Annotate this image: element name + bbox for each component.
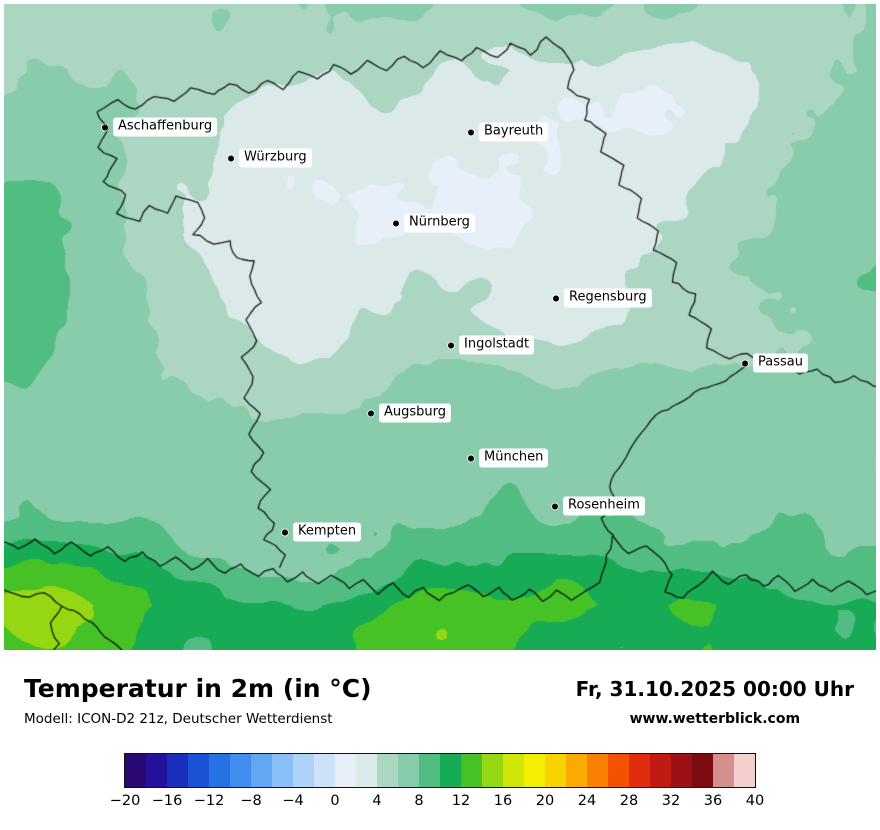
colorbar-tick-label: −4 [282,793,304,809]
colorbar-segment [629,754,650,787]
forecast-datetime: Fr, 31.10.2025 00:00 Uhr [575,677,854,701]
colorbar-segment [419,754,440,787]
colorbar-segment [692,754,713,787]
colorbar-segment [314,754,335,787]
colorbar-segment [251,754,272,787]
colorbar-tick-label: 8 [414,793,424,809]
colorbar-segment [650,754,671,787]
colorbar-gradient [125,754,755,787]
colorbar-segment [461,754,482,787]
footer-right-column: Fr, 31.10.2025 00:00 Uhr www.wetterblick… [576,674,854,727]
colorbar-tick-label: 0 [330,793,340,809]
colorbar-segment [503,754,524,787]
colorbar-segment [608,754,629,787]
model-info: Modell: ICON-D2 21z, Deutscher Wetterdie… [24,711,333,727]
colorbar: −20 −16 −12 −8 −4 0 4 8 12 16 20 24 28 32 36 40 [110,754,765,813]
colorbar-tick-label: 28 [619,793,639,809]
temperature-map: Aschaffenburg Würzburg Bayreuth Nürnberg Reg… [4,4,876,650]
colorbar-tick-label: −16 [151,793,183,809]
colorbar-segment [545,754,566,787]
temperature-field-canvas [4,4,876,650]
colorbar-tick-label: 12 [451,793,471,809]
colorbar-segment [482,754,503,787]
colorbar-segment [356,754,377,787]
colorbar-segment [713,754,734,787]
colorbar-segment [566,754,587,787]
colorbar-segment [293,754,314,787]
colorbar-tick-label: 4 [372,793,382,809]
colorbar-segment [734,754,755,787]
colorbar-tick-label: 16 [493,793,513,809]
website-label: www.wetterblick.com [629,711,801,727]
colorbar-segment [671,754,692,787]
colorbar-tick-label: 32 [661,793,681,809]
map-footer: Temperatur in 2m (in °C) Modell: ICON-D2… [0,654,880,727]
colorbar-tick-label: 20 [535,793,555,809]
colorbar-segment [125,754,146,787]
colorbar-tick-label: 24 [577,793,597,809]
colorbar-segment [230,754,251,787]
colorbar-segment [377,754,398,787]
colorbar-segment [440,754,461,787]
colorbar-segment [587,754,608,787]
colorbar-segment [209,754,230,787]
colorbar-tick-label: 36 [703,793,723,809]
colorbar-tick-label: −20 [109,793,141,809]
colorbar-segment [188,754,209,787]
colorbar-ticks: −20 −16 −12 −8 −4 0 4 8 12 16 20 24 28 32 36 40 [110,793,765,813]
colorbar-segment [398,754,419,787]
colorbar-segment [524,754,545,787]
colorbar-segment [167,754,188,787]
colorbar-tick-label: −12 [193,793,225,809]
colorbar-segment [272,754,293,787]
page-title: Temperatur in 2m (in °C) [24,674,372,703]
colorbar-segment [146,754,167,787]
colorbar-segment [335,754,356,787]
colorbar-tick-label: −8 [240,793,262,809]
footer-left-column: Temperatur in 2m (in °C) Modell: ICON-D2… [24,674,372,727]
colorbar-tick-label: 40 [745,793,765,809]
